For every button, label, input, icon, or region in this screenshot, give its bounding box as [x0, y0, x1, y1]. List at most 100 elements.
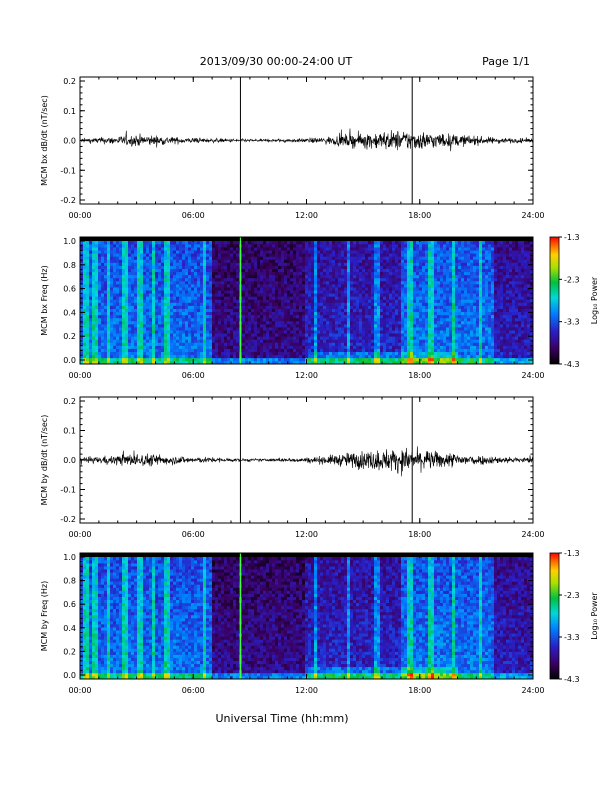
spectrogram-cell: [158, 327, 162, 331]
spectrogram-cell: [197, 320, 201, 325]
spectrogram-cell: [401, 296, 405, 300]
spectrogram-cell: [257, 345, 261, 349]
spectrogram-cell: [113, 308, 117, 313]
spectrogram-cell: [140, 342, 144, 346]
spectrogram-cell: [431, 280, 435, 285]
spectrogram-cell: [263, 317, 267, 322]
spectrogram-cell: [101, 320, 105, 325]
spectrogram-cell: [362, 293, 366, 297]
spectrogram-cell: [344, 333, 348, 337]
spectrogram-cell: [323, 247, 327, 251]
spectrogram-cell: [80, 336, 84, 340]
spectrogram-cell: [179, 330, 183, 334]
spectrogram-cell: [149, 253, 153, 257]
spectrogram-cell: [218, 311, 222, 316]
spectrogram-cell: [89, 277, 93, 282]
spectrogram-cell: [182, 339, 186, 343]
spectrogram-cell: [302, 311, 306, 316]
spectrogram-cell: [128, 314, 132, 319]
spectrogram-cell: [350, 339, 354, 343]
spectrogram-cell: [362, 336, 366, 340]
spectrogram-cell: [236, 339, 240, 343]
spectrogram-cell: [116, 302, 120, 306]
spectrogram-cell: [365, 241, 369, 245]
spectrogram-cell: [116, 354, 120, 359]
spectrogram-cell: [236, 302, 240, 306]
spectrogram-cell: [209, 354, 213, 359]
spectrogram-cell: [398, 339, 402, 343]
spectrogram-cell: [311, 241, 315, 245]
spectrogram-cell: [419, 330, 423, 334]
spectrogram-cell: [434, 308, 438, 313]
spectrogram-cell: [359, 253, 363, 257]
spectrogram-cell: [356, 327, 360, 331]
spectrogram-cell: [200, 317, 204, 322]
spectrogram-cell: [179, 280, 183, 285]
spectrogram-cell: [272, 293, 276, 297]
spectrogram-cell: [266, 351, 270, 356]
spectrogram-cell: [362, 302, 366, 306]
spectrogram-cell: [134, 256, 138, 260]
spectrogram-cell: [353, 308, 357, 313]
spectrogram-cell: [359, 277, 363, 282]
spectrogram-cell: [266, 333, 270, 337]
spectrogram-cell: [410, 290, 414, 294]
spectrogram-cell: [338, 247, 342, 251]
y-tick-label: 0.2: [63, 77, 76, 86]
spectrogram-cell: [110, 259, 114, 263]
spectrogram-cell: [176, 247, 180, 251]
spectrogram-cell: [407, 241, 411, 245]
spectrogram-cell: [308, 253, 312, 257]
spectrogram-cell: [401, 360, 405, 365]
spectrogram-cell: [425, 324, 429, 328]
spectrogram-cell: [122, 296, 126, 300]
spectrogram-cell: [275, 259, 279, 263]
spectrogram-cell: [425, 293, 429, 297]
spectrogram-cell: [425, 277, 429, 282]
spectrogram-cell: [251, 324, 255, 328]
spectrogram-cell: [194, 253, 198, 257]
spectrogram-cell: [140, 247, 144, 251]
spectrogram-cell: [191, 327, 195, 331]
spectrogram-cell: [122, 357, 126, 362]
spectrogram-cell: [392, 259, 396, 263]
spectrogram-cell: [320, 339, 324, 343]
spectrogram-cell: [146, 342, 150, 346]
spectrogram-cell: [119, 241, 123, 245]
spectrogram-cell: [140, 290, 144, 294]
spectrogram-cell: [260, 339, 264, 343]
spectrogram-cell: [377, 302, 381, 306]
spectrogram-cell: [362, 299, 366, 303]
spectrogram-cell: [197, 244, 201, 248]
spectrogram-cell: [263, 293, 267, 297]
spectrogram-cell: [221, 277, 225, 282]
spectrogram-cell: [101, 256, 105, 260]
spectrogram-cell: [317, 311, 321, 316]
spectrogram-cell: [437, 280, 441, 285]
spectrogram-cell: [341, 268, 345, 273]
spectrogram-cell: [119, 296, 123, 300]
spectrogram-cell: [236, 271, 240, 276]
spectrogram-cell: [317, 333, 321, 337]
spectrogram-cell: [440, 311, 444, 316]
spectrogram-cell: [200, 311, 204, 316]
spectrogram-cell: [83, 262, 87, 266]
spectrogram-cell: [398, 342, 402, 346]
spectrogram-cell: [353, 302, 357, 306]
spectrogram-cell: [347, 357, 351, 362]
spectrogram-cell: [95, 314, 99, 319]
spectrogram-cell: [281, 253, 285, 257]
spectrogram-cell: [260, 336, 264, 340]
spectrogram-cell: [227, 302, 231, 306]
spectrogram-cell: [236, 250, 240, 254]
spectrogram-cell: [332, 274, 336, 279]
spectrogram-cell: [185, 327, 189, 331]
spectrogram-cell: [161, 308, 165, 313]
spectrogram-cell: [98, 357, 102, 362]
spectrogram-cell: [341, 247, 345, 251]
spectrogram-cell: [404, 302, 408, 306]
spectrogram-cell: [230, 308, 234, 313]
spectrogram-cell: [320, 330, 324, 334]
spectrogram-cell: [167, 302, 171, 306]
spectrogram-cell: [350, 311, 354, 316]
